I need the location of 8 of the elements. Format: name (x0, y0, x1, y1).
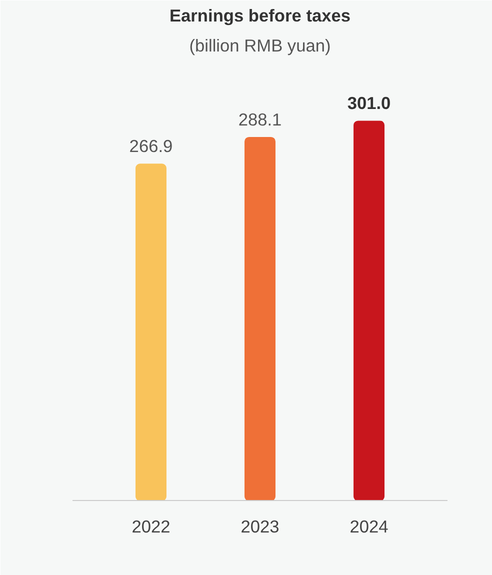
data-label: 266.9 (129, 136, 173, 156)
x-tick-label: 2022 (132, 516, 170, 536)
x-tick-label: 2024 (350, 516, 389, 536)
data-label: 288.1 (238, 109, 282, 130)
data-label: 301.0 (347, 93, 391, 114)
chart-subtitle: (billion RMB yuan) (189, 36, 331, 56)
x-tick-label: 2023 (240, 516, 280, 536)
chart-title: Earnings before taxes (169, 6, 351, 26)
